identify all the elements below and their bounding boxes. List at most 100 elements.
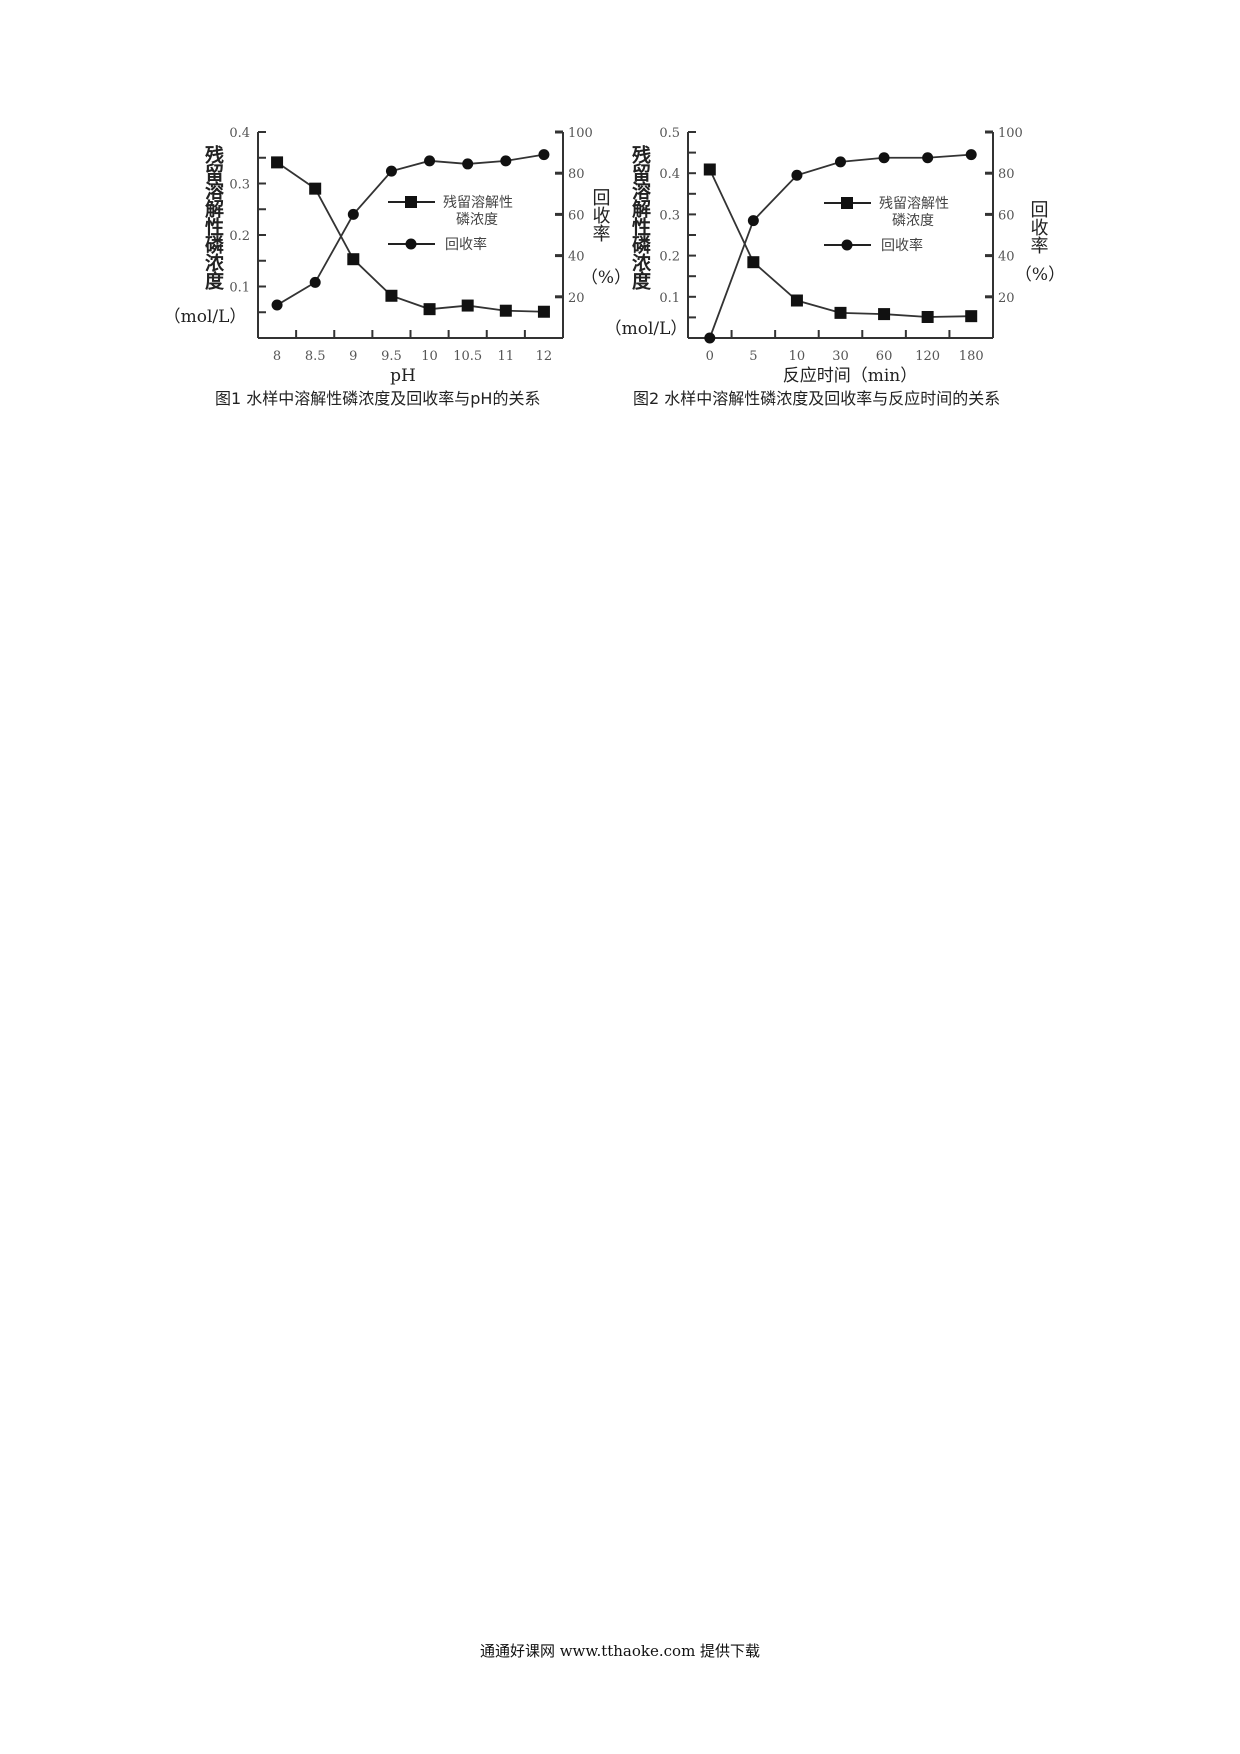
- x-axis-title: pH: [390, 366, 416, 386]
- right-tick-label: 20: [568, 291, 585, 306]
- series-line: [276, 161, 544, 313]
- right-axis-unit: （%）: [1015, 265, 1065, 285]
- left-tick-label: 0.3: [659, 208, 680, 223]
- data-point-circle: [424, 155, 436, 167]
- data-point-square: [347, 253, 360, 266]
- legend-item: 回收率: [824, 237, 923, 254]
- data-point-circle: [538, 149, 550, 161]
- x-tick-label: 8: [273, 349, 281, 364]
- series-line: [708, 169, 972, 318]
- data-point-circle: [791, 169, 803, 181]
- x-tick-label: 12: [536, 349, 553, 364]
- right-tick-label: 40: [998, 250, 1015, 265]
- data-point-circle: [500, 155, 512, 167]
- legend-item: 残留溶解性磷浓度: [824, 196, 949, 229]
- series-1: [703, 163, 978, 323]
- data-point-square: [747, 256, 760, 269]
- x-tick-label: 8.5: [305, 349, 326, 364]
- data-point-square: [461, 299, 474, 312]
- legend-label: 回收率: [881, 237, 923, 254]
- x-tick-label: 10.5: [453, 349, 482, 364]
- left-tick-label: 0.1: [229, 281, 250, 296]
- left-tick-label: 0.2: [659, 250, 680, 265]
- data-point-square: [385, 289, 398, 302]
- x-tick-label: 180: [959, 349, 984, 364]
- left-tick-label: 0.4: [229, 126, 250, 141]
- left-tick-label: 0.1: [659, 291, 680, 306]
- x-tick-label: 0: [706, 349, 714, 364]
- series-line: [276, 153, 545, 306]
- legend-label: 回收率: [445, 236, 487, 253]
- data-point-circle: [922, 152, 934, 164]
- left-axis-title: 残留溶解性磷浓度: [202, 144, 224, 291]
- series-2: [271, 149, 550, 311]
- left-tick-label: 0.4: [659, 167, 680, 182]
- data-point-circle: [271, 299, 283, 311]
- x-tick-label: 60: [876, 349, 893, 364]
- data-point-square: [423, 303, 436, 316]
- right-tick-label: 100: [998, 126, 1023, 141]
- legend-square-marker: [841, 197, 853, 209]
- figure-caption: 图2 水样中溶解性磷浓度及回收率与反应时间的关系: [633, 389, 1000, 408]
- x-tick-label: 10: [421, 349, 438, 364]
- right-tick-label: 80: [998, 167, 1015, 182]
- left-axis-unit: （mol/L）: [164, 307, 247, 327]
- x-tick-label: 11: [498, 349, 515, 364]
- x-axis-title: 反应时间（min）: [783, 366, 918, 386]
- legend-item: 回收率: [388, 236, 487, 253]
- x-tick-label: 9: [349, 349, 357, 364]
- data-point-square: [921, 310, 934, 323]
- right-axis-title: 回收率: [1028, 200, 1049, 254]
- data-point-circle: [385, 165, 397, 177]
- data-point-circle: [878, 152, 890, 164]
- right-tick-label: 100: [568, 126, 593, 141]
- left-axis-title: 残留溶解性磷浓度: [629, 144, 651, 291]
- left-axis-unit: （mol/L）: [605, 319, 688, 339]
- legend-label: 残留溶解性: [879, 196, 949, 212]
- series-1: [271, 156, 550, 318]
- right-axis-title: 回收率: [590, 188, 611, 242]
- chart-1: 0.1 0.2 0.3 0.4 20 40 60 80 100 8 8.5 9 9.5 10 10.5 11 1…: [164, 126, 631, 408]
- legend-item: 残留溶解性磷浓度: [388, 195, 513, 228]
- data-point-circle: [347, 208, 359, 220]
- data-point-circle: [704, 332, 716, 344]
- data-point-square: [537, 305, 550, 318]
- legend-square-marker: [405, 196, 417, 208]
- left-tick-label: 0.5: [659, 126, 680, 141]
- legend-circle-marker: [841, 239, 853, 251]
- data-point-square: [499, 304, 512, 317]
- x-tick-label: 5: [749, 349, 757, 364]
- figure-caption: 图1 水样中溶解性磷浓度及回收率与pH的关系: [215, 389, 540, 408]
- left-tick-label: 0.3: [229, 178, 250, 193]
- left-tick-label: 0.2: [229, 229, 250, 244]
- footer-text: 通通好课网 www.tthaoke.com 提供下载: [479, 1642, 761, 1660]
- legend-label: 磷浓度: [456, 212, 498, 228]
- data-point-square: [834, 306, 847, 319]
- right-tick-label: 80: [568, 167, 585, 182]
- right-tick-label: 60: [998, 208, 1015, 223]
- series-2: [704, 149, 977, 344]
- data-point-square: [309, 182, 322, 195]
- data-point-circle: [309, 276, 321, 288]
- right-axis-unit: （%）: [581, 268, 631, 288]
- data-point-square: [703, 163, 716, 176]
- data-point-circle: [747, 215, 759, 227]
- data-point-square: [878, 308, 891, 321]
- data-point-square: [790, 294, 803, 307]
- data-point-circle: [462, 158, 474, 170]
- data-point-square: [271, 156, 284, 169]
- x-tick-label: 30: [832, 349, 849, 364]
- data-point-circle: [965, 149, 977, 161]
- data-point-square: [965, 310, 978, 323]
- data-point-circle: [835, 156, 846, 168]
- legend-label: 残留溶解性: [443, 195, 513, 211]
- right-tick-label: 60: [568, 208, 585, 223]
- right-tick-label: 20: [998, 291, 1015, 306]
- x-tick-label: 120: [915, 349, 940, 364]
- x-tick-label: 9.5: [381, 349, 402, 364]
- chart-2: 0.1 0.2 0.3 0.4 0.5 20 40 60 80 100 0 5 10 30 60 120 180…: [605, 126, 1065, 408]
- x-tick-label: 10: [789, 349, 806, 364]
- right-tick-label: 40: [568, 250, 585, 265]
- legend-label: 磷浓度: [892, 213, 934, 229]
